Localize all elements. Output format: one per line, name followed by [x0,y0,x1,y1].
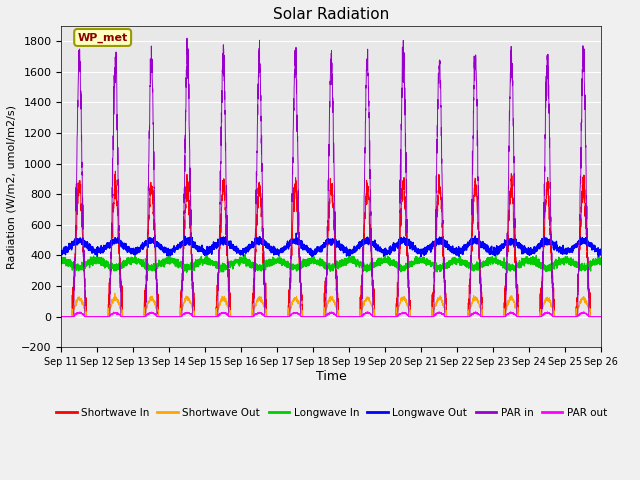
Longwave Out [311,252,319,257]
PAR out [598,314,605,320]
Shortwave Out [597,314,605,320]
Shortwave In [111,168,119,174]
Shortwave In [598,314,605,320]
Longwave Out [58,249,65,255]
Text: WP_met: WP_met [77,32,128,43]
PAR in [311,314,319,320]
PAR in [58,314,65,320]
Longwave In [452,258,460,264]
PAR out [364,309,371,314]
Longwave In [598,258,605,264]
Longwave In [503,270,511,276]
Shortwave In [155,303,163,309]
X-axis label: Time: Time [316,370,347,383]
Longwave In [483,261,491,267]
Longwave Out [452,245,460,251]
Shortwave Out [422,314,430,320]
PAR out [311,314,319,320]
Line: Longwave Out: Longwave Out [61,233,602,257]
PAR out [597,314,605,320]
Longwave In [597,256,605,262]
Line: Shortwave In: Shortwave In [61,171,602,317]
Longwave Out [483,247,491,252]
Longwave Out [597,251,605,257]
Title: Solar Radiation: Solar Radiation [273,7,390,22]
PAR out [483,314,491,320]
Shortwave Out [598,314,605,320]
Longwave In [422,263,430,268]
Longwave Out [417,254,425,260]
PAR in [598,314,605,320]
PAR out [154,314,162,320]
Longwave Out [292,230,300,236]
Longwave Out [598,249,605,255]
PAR in [483,314,491,320]
PAR in [183,36,191,41]
Longwave In [311,257,319,263]
PAR out [422,314,430,320]
Shortwave In [483,314,491,320]
Longwave In [58,254,65,260]
Shortwave In [452,314,460,320]
Shortwave Out [155,307,163,313]
Line: Longwave In: Longwave In [61,253,602,273]
Shortwave Out [111,290,118,296]
Longwave Out [154,243,162,249]
PAR in [422,314,430,320]
PAR out [58,314,65,320]
Shortwave In [422,314,430,320]
Shortwave In [311,314,319,320]
Line: Shortwave Out: Shortwave Out [61,293,602,317]
Longwave In [492,250,499,256]
Shortwave Out [58,314,65,320]
Shortwave In [58,314,65,320]
Longwave In [154,262,162,267]
Shortwave Out [311,314,319,320]
Shortwave Out [483,314,491,320]
Line: PAR out: PAR out [61,312,602,317]
Shortwave In [597,314,605,320]
PAR in [597,314,605,320]
Line: PAR in: PAR in [61,38,602,317]
PAR in [154,314,162,320]
PAR in [452,314,460,320]
Shortwave Out [452,314,460,320]
Legend: Shortwave In, Shortwave Out, Longwave In, Longwave Out, PAR in, PAR out: Shortwave In, Shortwave Out, Longwave In… [52,404,611,422]
Longwave Out [422,249,430,255]
Y-axis label: Radiation (W/m2, umol/m2/s): Radiation (W/m2, umol/m2/s) [7,105,17,268]
PAR out [452,314,460,320]
